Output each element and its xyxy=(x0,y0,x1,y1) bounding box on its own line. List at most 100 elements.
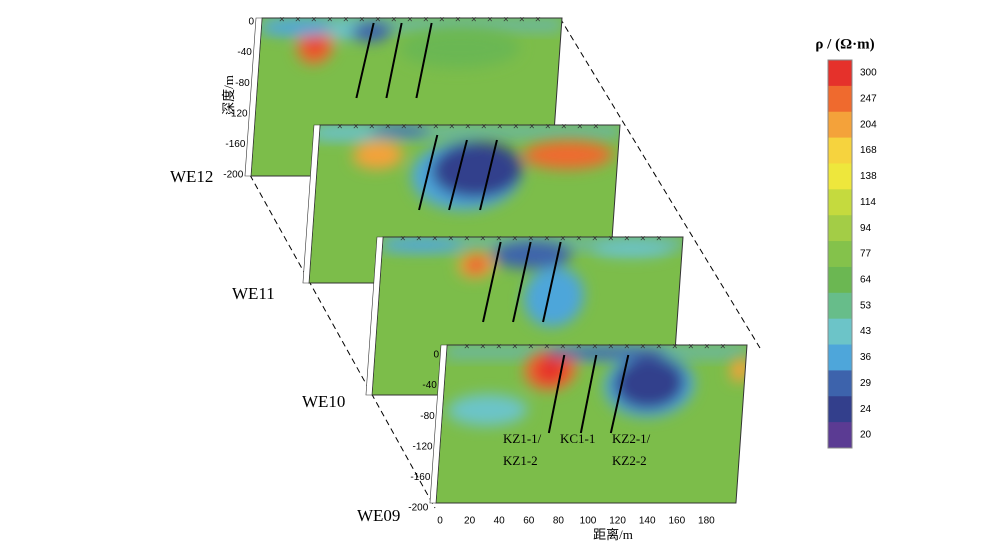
electrode: × xyxy=(528,342,535,353)
borehole xyxy=(355,22,375,99)
borehole xyxy=(547,354,566,434)
anomaly xyxy=(447,394,528,426)
colorbar-segment xyxy=(828,215,852,242)
borehole xyxy=(479,139,498,211)
borehole-label: KZ2-1/ xyxy=(612,431,651,446)
colorbar-segment xyxy=(828,266,852,294)
borehole xyxy=(482,241,502,323)
electrode: × xyxy=(512,342,519,353)
anomaly xyxy=(522,141,613,169)
colorbar-label: 247 xyxy=(860,93,877,104)
frame-depth xyxy=(302,124,321,284)
borehole-label: KZ2-2 xyxy=(612,453,647,468)
x-tick-label: 140 xyxy=(639,516,656,527)
colorbar-label: 43 xyxy=(860,326,872,337)
electrode: × xyxy=(465,122,472,133)
electrode: × xyxy=(577,122,584,133)
electrode: × xyxy=(503,15,510,26)
colorbar-label: 300 xyxy=(860,68,877,79)
anomaly xyxy=(523,267,584,327)
y-tick-label: -80 xyxy=(235,78,250,89)
colorbar-segment xyxy=(828,60,852,87)
electrode: × xyxy=(481,122,488,133)
electrode: × xyxy=(369,122,376,133)
x-tick-label: 40 xyxy=(494,516,506,527)
electrode: × xyxy=(592,342,599,353)
borehole-label: KC1-1 xyxy=(560,431,595,446)
anomalies xyxy=(382,239,673,327)
y-tick-label: -200 xyxy=(408,503,428,514)
frame-depth xyxy=(244,17,263,177)
y-tick-label: -40 xyxy=(237,47,252,58)
y-tick-label: 0 xyxy=(433,350,439,361)
x-tick-label: 0 xyxy=(437,516,443,527)
electrode: × xyxy=(688,342,695,353)
electrode: × xyxy=(433,122,440,133)
colorbar-segment xyxy=(828,85,852,113)
electrode: × xyxy=(624,342,631,353)
colorbar-label: 29 xyxy=(860,378,872,389)
electrode: × xyxy=(487,15,494,26)
anomaly xyxy=(534,356,567,384)
borehole xyxy=(415,22,433,99)
frame-depth xyxy=(365,236,384,396)
borehole xyxy=(609,354,630,434)
electrode: × xyxy=(576,234,583,245)
electrode: × xyxy=(455,15,462,26)
electrode: × xyxy=(480,234,487,245)
electrode: × xyxy=(593,122,600,133)
section-label: WE09 xyxy=(357,506,400,525)
electrode: × xyxy=(561,122,568,133)
electrode: × xyxy=(407,15,414,26)
colorbar-segment xyxy=(828,344,852,371)
electrode: × xyxy=(576,342,583,353)
borehole xyxy=(579,354,598,434)
colorbar-label: 94 xyxy=(860,223,872,234)
borehole-label: KZ1-2 xyxy=(503,453,538,468)
anomaly xyxy=(369,126,430,136)
colorbar-segment xyxy=(828,318,852,346)
x-tick-label: 180 xyxy=(698,516,715,527)
y-tick-label: -160 xyxy=(410,472,430,483)
electrode: × xyxy=(720,342,727,353)
colorbar-label: 20 xyxy=(860,430,872,441)
electrode: × xyxy=(545,122,552,133)
borehole xyxy=(512,241,532,323)
electrode: × xyxy=(544,342,551,353)
section-label: WE11 xyxy=(232,284,275,303)
colorbar-label: 77 xyxy=(860,249,872,260)
colorbar-segment xyxy=(828,137,852,164)
electrode: × xyxy=(656,342,663,353)
colorbar-label: 138 xyxy=(860,171,877,182)
electrode: × xyxy=(343,15,350,26)
electrode: × xyxy=(375,15,382,26)
electrode: × xyxy=(464,234,471,245)
x-tick-label: 80 xyxy=(553,516,565,527)
y-tick-label: -160 xyxy=(225,139,245,150)
electrode: × xyxy=(471,15,478,26)
colorbar-segment xyxy=(828,370,852,397)
electrode: × xyxy=(640,342,647,353)
electrode: × xyxy=(624,234,631,245)
y-tick-label: 0 xyxy=(248,17,254,28)
y-axis-label: 深度/m xyxy=(221,75,236,115)
electrode: × xyxy=(560,342,567,353)
electrode: × xyxy=(423,15,430,26)
electrode: × xyxy=(513,122,520,133)
electrode: × xyxy=(608,342,615,353)
electrode: × xyxy=(496,342,503,353)
electrode: × xyxy=(519,15,526,26)
electrode: × xyxy=(400,234,407,245)
electrode: × xyxy=(608,234,615,245)
anomalies xyxy=(308,126,613,210)
electrode: × xyxy=(448,234,455,245)
anomaly xyxy=(467,258,486,272)
electrode: × xyxy=(385,122,392,133)
electrode: × xyxy=(480,342,487,353)
electrode: × xyxy=(592,234,599,245)
x-tick-label: 100 xyxy=(580,516,597,527)
electrode: × xyxy=(353,122,360,133)
electrode: × xyxy=(401,122,408,133)
anomaly xyxy=(399,28,520,68)
anomaly xyxy=(352,141,403,169)
